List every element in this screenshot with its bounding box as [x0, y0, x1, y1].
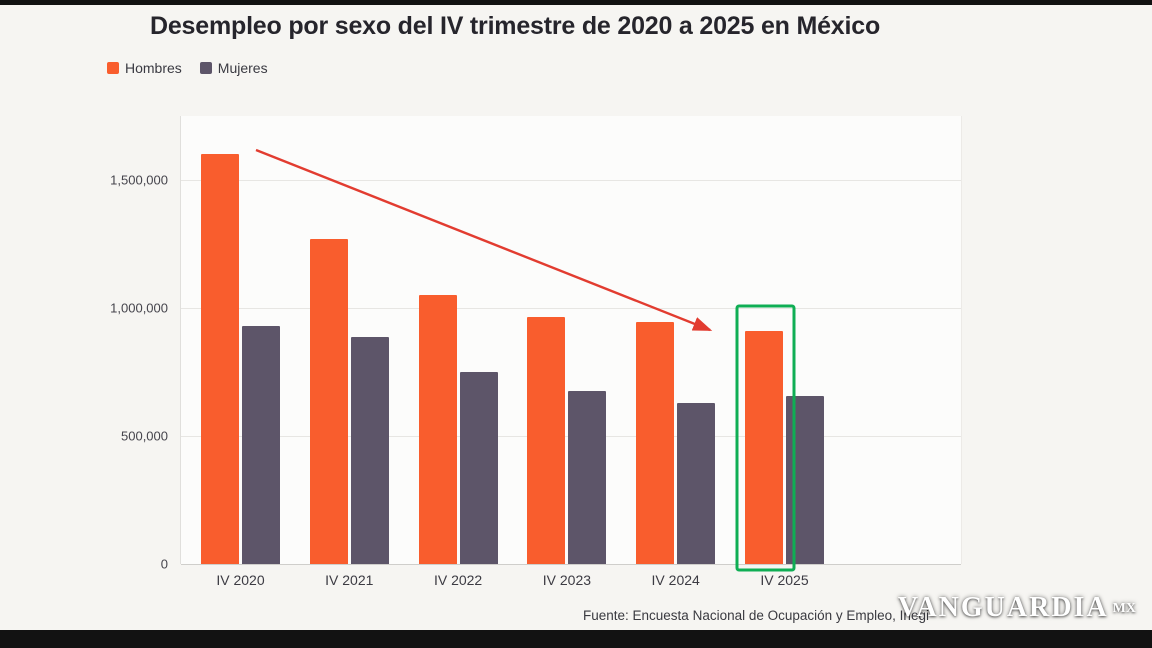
bar-mujeres-iv-2025 — [786, 396, 824, 564]
bar-hombres-iv-2024 — [636, 322, 675, 564]
gridline — [181, 308, 961, 309]
y-tick-label: 500,000 — [121, 428, 168, 444]
bar-hombres-iv-2021 — [309, 238, 348, 564]
bottom-border-strip — [0, 630, 1152, 648]
bar-mujeres-iv-2024 — [677, 402, 716, 564]
x-tick-label: IV 2024 — [651, 572, 700, 588]
watermark-suffix: MX — [1112, 601, 1136, 616]
bar-mujeres-iv-2021 — [350, 337, 389, 564]
legend-label-hombres: Hombres — [125, 60, 182, 76]
x-tick-label: IV 2022 — [433, 572, 483, 588]
bar-hombres-iv-2023 — [527, 317, 566, 564]
gridline — [181, 564, 961, 565]
top-border-strip — [0, 0, 1152, 5]
x-tick-label: IV 2025 — [760, 572, 809, 588]
gridline — [181, 180, 961, 181]
plot-area: IV 2020 IV 2021 IV 2022 IV 2023 IV 2024 IV 20… — [180, 116, 962, 588]
bar-mujeres-iv-2022 — [459, 372, 498, 564]
y-tick-label: 1,000,000 — [110, 300, 168, 316]
watermark-text: VANGUARDIA — [897, 592, 1109, 623]
source-caption: Fuente: Encuesta Nacional de Ocupación y… — [583, 608, 929, 623]
bar-mujeres-iv-2020 — [242, 325, 280, 564]
y-tick-label: 1,500,000 — [110, 172, 168, 188]
bar-mujeres-iv-2023 — [568, 391, 607, 564]
bar-hombres-iv-2020 — [201, 154, 239, 564]
legend: Hombres Mujeres — [107, 60, 268, 76]
legend-item-mujeres: Mujeres — [199, 60, 268, 76]
bar-hombres-iv-2025 — [745, 331, 783, 564]
legend-label-mujeres: Mujeres — [217, 60, 268, 76]
x-tick-label: IV 2023 — [542, 572, 592, 588]
x-tick-label: IV 2020 — [216, 572, 265, 588]
bar-hombres-iv-2022 — [418, 295, 457, 564]
y-axis-labels: 0 500,000 1,000,000 1,500,000 — [0, 0, 168, 648]
y-tick-label: 0 — [160, 556, 168, 572]
vanguardia-watermark: VANGUARDIA MX — [898, 592, 1136, 624]
legend-swatch-hombres — [107, 62, 119, 74]
legend-swatch-mujeres — [199, 62, 212, 74]
x-tick-label: IV 2021 — [325, 572, 374, 588]
chart-title: Desempleo por sexo del IV trimestre de 2… — [150, 12, 881, 40]
legend-item-hombres: Hombres — [107, 60, 182, 76]
